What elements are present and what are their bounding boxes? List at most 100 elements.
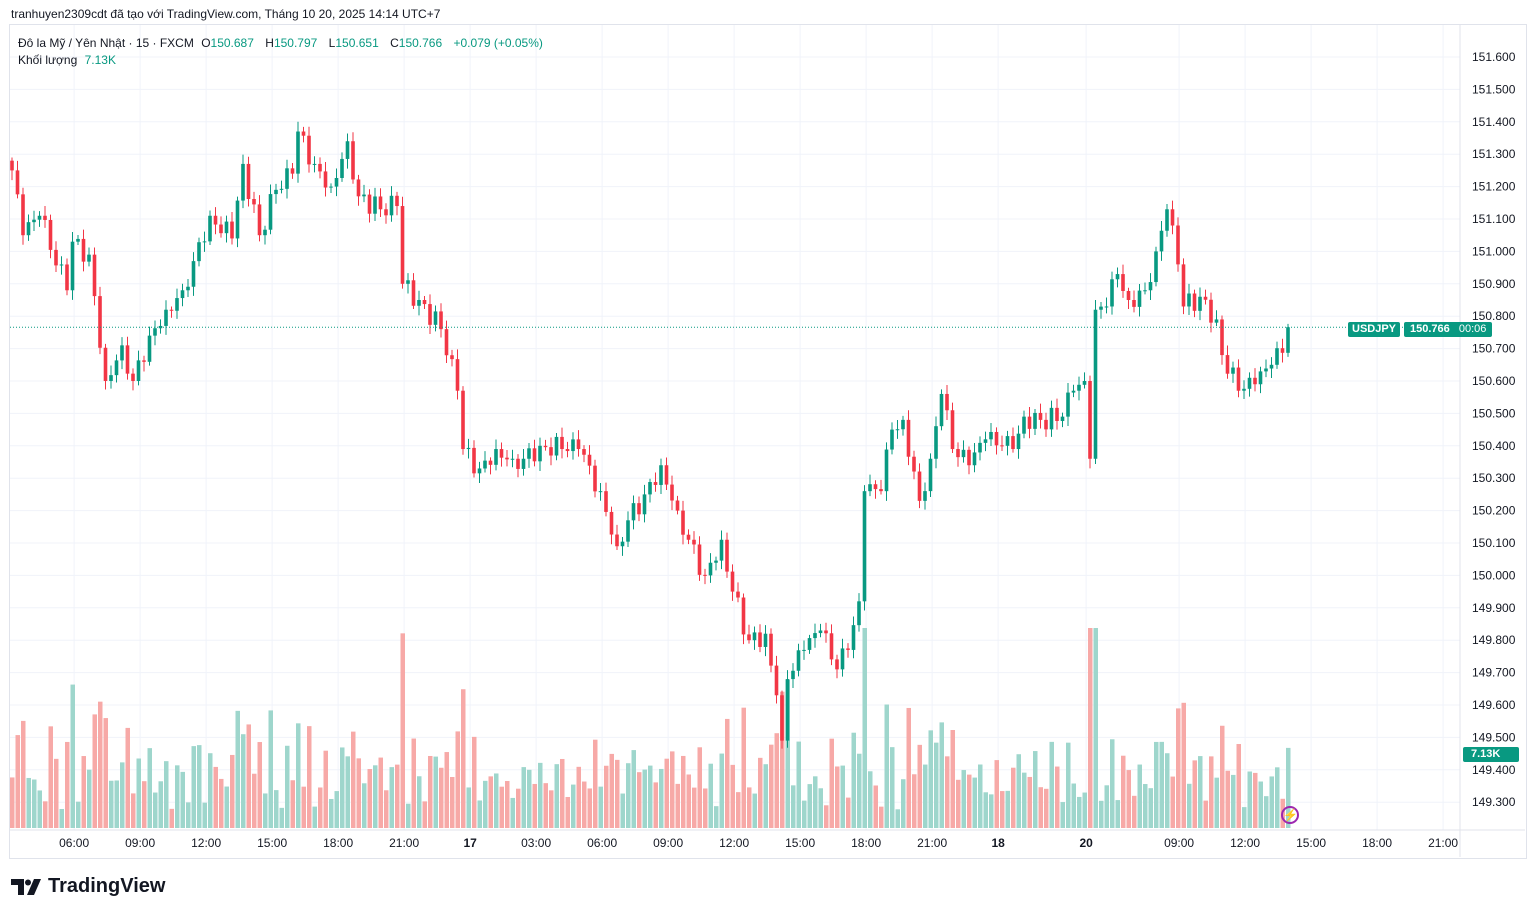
candle-body (10, 160, 14, 171)
volume-bar (1181, 702, 1186, 828)
volume-bar (279, 807, 284, 828)
volume-bar (153, 792, 158, 828)
candle-body (472, 447, 476, 474)
candle-body (1253, 377, 1257, 385)
volume-bar (653, 782, 658, 828)
candle-body (455, 359, 460, 391)
candle-body (246, 163, 251, 199)
candle-body (499, 449, 504, 458)
volume-bar (637, 772, 642, 828)
volume-bar (461, 689, 466, 828)
candle-body (1242, 388, 1246, 391)
candle-body (1203, 296, 1208, 300)
candle-body (301, 131, 306, 136)
volume-label[interactable]: Khối lượng (18, 53, 78, 67)
candle-body (736, 591, 740, 598)
candle-body (906, 419, 911, 457)
candle-body (1104, 306, 1109, 308)
volume-row: Khối lượng 7.13K (18, 52, 547, 69)
candle-body (450, 355, 454, 360)
candle-body (1214, 319, 1219, 323)
high-value: 150.797 (273, 36, 318, 50)
volume-bar (532, 783, 537, 828)
volume-bar (543, 783, 548, 828)
volume-bar (367, 769, 372, 828)
y-tick-label: 150.400 (1472, 439, 1516, 453)
candle-body (851, 625, 856, 650)
chart-legend: Đô la Mỹ / Yên Nhật · 15 · FXCM O150.687… (18, 35, 547, 69)
candle-body (1016, 433, 1021, 450)
candle-body (1231, 367, 1235, 374)
candle-body (1187, 293, 1191, 307)
candle-body (802, 649, 806, 651)
volume-bar (307, 726, 312, 828)
candle-body (411, 280, 416, 306)
candle-body (1181, 264, 1186, 307)
candle-body (730, 571, 735, 592)
open-label: O (201, 36, 211, 50)
volume-bar (1071, 783, 1076, 828)
y-tick-label: 150.100 (1472, 536, 1516, 550)
candle-body (983, 439, 988, 443)
volume-bar (604, 765, 609, 828)
candle-body (219, 224, 223, 234)
volume-bar (950, 730, 955, 828)
volume-bar (406, 803, 411, 828)
candle-body (879, 489, 883, 492)
candle-body (109, 375, 113, 381)
candle-body (235, 200, 240, 239)
candle-body (1033, 412, 1037, 429)
volume-bar (43, 801, 48, 828)
candle-body (708, 562, 713, 576)
volume-bar (862, 628, 867, 828)
x-tick-label: 12:00 (719, 836, 749, 850)
candle-body (224, 221, 229, 234)
candle-body (719, 539, 724, 561)
candle-body (824, 630, 828, 634)
volume-bar (109, 780, 114, 828)
candle-body (428, 304, 432, 325)
volume-bar (312, 806, 317, 828)
y-tick-label: 151.400 (1472, 115, 1516, 129)
candle-body (439, 311, 443, 330)
volume-bar (549, 790, 554, 828)
x-tick-label: 20 (1079, 836, 1093, 850)
volume-bar (1247, 771, 1252, 828)
y-tick-label: 150.000 (1472, 568, 1516, 582)
volume-bar (164, 761, 169, 828)
y-tick-label: 149.300 (1472, 795, 1516, 809)
volume-bar (659, 768, 664, 828)
candle-body (318, 163, 322, 172)
candle-body (43, 215, 47, 220)
candle-body (202, 241, 207, 243)
symbol-description[interactable]: Đô la Mỹ / Yên Nhật · 15 · FXCM (18, 36, 194, 50)
candle-body (417, 300, 421, 306)
volume-bar (32, 779, 37, 828)
candle-body (422, 300, 427, 305)
volume-bar (989, 794, 994, 828)
volume-bar (455, 731, 460, 828)
tradingview-logo[interactable]: TradingView (11, 875, 165, 898)
volume-bar (1016, 754, 1021, 828)
volume-bar (769, 744, 774, 828)
volume-bar (807, 784, 812, 828)
candle-body (560, 436, 564, 450)
volume-bar (472, 736, 477, 828)
candle-body (103, 347, 108, 381)
volume-bar (1038, 787, 1043, 828)
volume-bar (208, 753, 213, 828)
volume-bar (879, 806, 884, 828)
candle-body (1022, 416, 1026, 434)
candle-body (554, 436, 559, 456)
chart-frame[interactable] (9, 24, 1527, 859)
candle-body (32, 219, 36, 223)
lightning-icon[interactable]: ⚡ (1281, 806, 1299, 824)
x-tick-label: 03:00 (521, 836, 551, 850)
y-tick-label: 149.900 (1472, 601, 1516, 615)
candle-body (642, 494, 647, 515)
volume-bar (142, 781, 147, 828)
volume-bar (912, 774, 917, 828)
candle-body (197, 242, 201, 262)
volume-bar (873, 785, 878, 828)
